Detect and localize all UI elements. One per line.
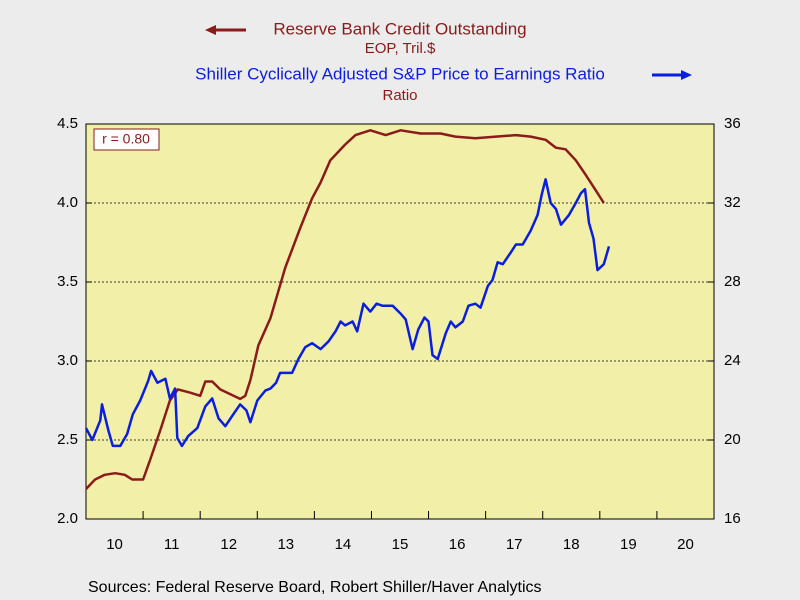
y2-tick-label: 24 [724,352,741,369]
legend-arrow [652,70,692,80]
x-tick-label: 15 [392,536,409,553]
y-tick-label: 2.5 [57,431,78,448]
y2-tick-label: 32 [724,194,741,211]
x-tick-label: 12 [220,536,237,553]
y2-tick-label: 36 [724,115,741,132]
x-tick-label: 19 [620,536,637,553]
annotation-box [93,128,160,151]
annotation: r = 0.80 [102,131,150,147]
series-line [85,129,605,490]
y-tick-label: 3.5 [57,273,78,290]
y2-tick-label: 20 [724,431,741,448]
y-tick-label: 2.0 [57,510,78,527]
x-tick-label: 13 [277,536,294,553]
series-line [84,178,611,448]
y-tick-label: 3.0 [57,352,78,369]
y2-tick-label: 16 [724,510,741,527]
x-tick-label: 14 [335,536,352,553]
y-tick-label: 4.5 [57,115,78,132]
plot-area [85,123,715,520]
legend-label: Reserve Bank Credit Outstanding [273,19,526,38]
y2-tick-label: 28 [724,273,741,290]
x-tick-label: 20 [677,536,694,553]
legend-arrow [205,25,246,35]
x-tick-label: 18 [563,536,580,553]
x-tick-label: 10 [106,536,123,553]
x-tick-label: 16 [449,536,466,553]
x-tick-label: 17 [506,536,523,553]
x-tick-label: 11 [164,536,180,553]
legend-unit: EOP, Tril.$ [365,40,436,57]
source: Sources: Federal Reserve Board, Robert S… [88,579,542,596]
y-tick-label: 4.0 [57,194,78,211]
legend-unit: Ratio [382,87,417,104]
legend-label: Shiller Cyclically Adjusted S&P Price to… [195,64,605,83]
